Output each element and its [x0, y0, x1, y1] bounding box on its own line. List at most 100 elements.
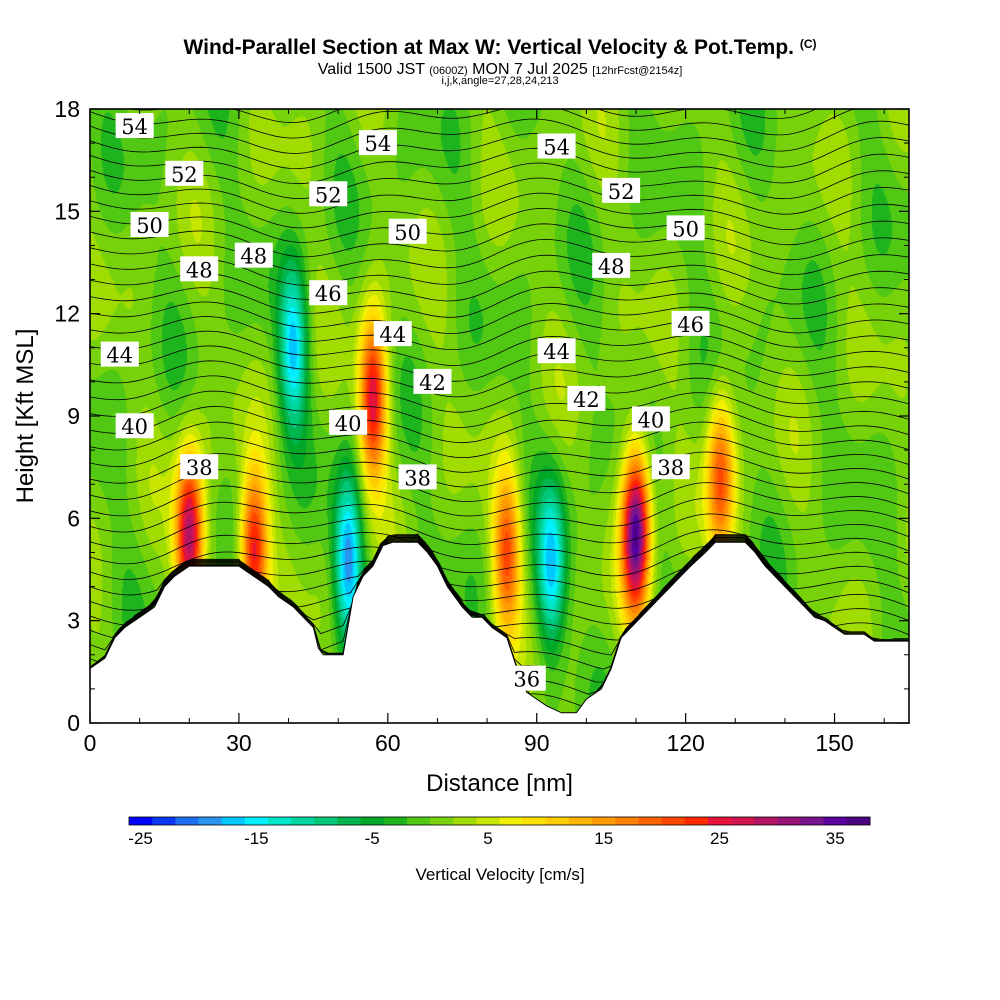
colorbar-swatch	[684, 817, 709, 825]
contour-label: 50	[394, 221, 421, 245]
x-tick-label: 150	[815, 730, 853, 756]
forecast-info: [12hrFcst@2154z]	[592, 65, 683, 77]
contour-label: 50	[136, 214, 163, 238]
colorbar-swatch	[846, 817, 871, 825]
theta-contour	[90, 534, 909, 580]
colorbar-tick-label: 15	[594, 829, 613, 848]
contour-label: 46	[677, 313, 704, 337]
theta-contour	[90, 405, 909, 444]
colorbar-swatch	[175, 817, 199, 825]
contour-label-box	[388, 218, 427, 244]
colorbar: -25 -15 -5 5 15 25 35 Vertical Velocity [cm/s]	[128, 816, 871, 884]
y-tick-label: 0	[67, 710, 80, 736]
contour-label-box	[100, 341, 139, 367]
y-tick-label: 6	[67, 505, 80, 531]
theta-contour	[90, 286, 909, 320]
contour-label-box	[309, 280, 348, 306]
y-tick-label: 15	[54, 198, 80, 224]
colorbar-swatch	[406, 817, 431, 825]
contour-label: 40	[335, 412, 362, 436]
contour-label-box	[373, 321, 412, 347]
theta-contour	[90, 330, 909, 367]
potential-temperature-contours	[90, 73, 909, 707]
theta-contour	[90, 451, 909, 488]
contour-label-box	[507, 665, 546, 691]
contour-label-box	[666, 215, 705, 241]
colorbar-swatch	[314, 817, 338, 825]
contour-label: 52	[171, 163, 198, 187]
contour-label-box	[180, 256, 219, 282]
theta-contour	[90, 73, 909, 107]
valid-time: Valid 1500 JST	[317, 61, 425, 78]
colorbar-tick-label: -15	[244, 829, 269, 848]
contour-label-box	[398, 464, 437, 490]
theta-contour	[90, 535, 909, 596]
colorbar-swatch	[383, 817, 408, 825]
x-tick-label: 0	[84, 730, 97, 756]
theta-contour	[90, 223, 909, 261]
colorbar-swatch	[129, 817, 153, 825]
theta-contour	[90, 497, 909, 533]
colorbar-swatch	[360, 817, 385, 825]
theta-contour	[90, 238, 909, 276]
colorbar-swatch	[221, 817, 246, 825]
colorbar-swatch	[522, 817, 547, 825]
contour-label: 46	[315, 282, 342, 306]
valid-time-line: Valid 1500 JST (0600Z) MON 7 Jul 2025 [1…	[0, 61, 1000, 79]
contour-label: 54	[543, 136, 570, 160]
colorbar-swatch	[152, 817, 176, 825]
contour-label: 36	[513, 668, 540, 692]
contour-label: 54	[121, 115, 148, 139]
contour-label-box	[592, 252, 631, 278]
colorbar-tick-label: 25	[710, 829, 729, 848]
theta-contour	[90, 345, 909, 382]
theta-contour	[90, 538, 909, 656]
contour-label-box	[234, 242, 273, 268]
grid-indices: i,j,k,angle=27,28,24,213	[441, 75, 559, 87]
contour-label-box	[602, 177, 641, 203]
terrain-mask	[90, 541, 909, 723]
contour-label-box	[671, 310, 710, 336]
valid-utc: (0600Z)	[429, 65, 468, 77]
colorbar-swatch	[499, 817, 524, 825]
theta-contour	[90, 529, 909, 565]
contour-label-box	[651, 454, 690, 480]
contour-label-box	[537, 133, 576, 159]
theta-contour	[90, 513, 909, 549]
colorbar-label: Vertical Velocity [cm/s]	[415, 865, 584, 884]
colorbar-swatch	[337, 817, 361, 825]
contour-label: 44	[106, 344, 133, 368]
colorbar-swatch	[800, 817, 825, 825]
x-tick-label: 120	[666, 730, 704, 756]
theta-contour	[90, 535, 909, 611]
x-tick-label: 90	[524, 730, 550, 756]
contour-label-box	[329, 409, 368, 435]
contour-label: 48	[598, 255, 625, 279]
y-tick-label: 9	[67, 403, 80, 429]
x-tick-label: 60	[375, 730, 401, 756]
theta-contour	[90, 147, 909, 185]
x-tick-label: 30	[226, 730, 252, 756]
colorbar-tick-label: -25	[128, 829, 153, 848]
colorbar-swatch	[267, 817, 292, 825]
theta-contour	[90, 177, 909, 215]
contour-label: 54	[365, 132, 392, 156]
colorbar-tick-label: 35	[826, 829, 845, 848]
colorbar-swatch	[430, 817, 454, 825]
theta-contour	[90, 254, 909, 290]
contour-label: 42	[573, 388, 600, 412]
contour-label: 44	[543, 340, 570, 364]
contour-label-box	[567, 385, 606, 411]
contour-label-box	[130, 211, 169, 237]
contour-label-box	[537, 338, 576, 364]
contour-label: 48	[240, 245, 267, 269]
colorbar-swatch	[545, 817, 570, 825]
theta-contour	[90, 270, 909, 305]
title-text: Wind-Parallel Section at Max W: Vertical…	[183, 36, 794, 59]
copyright-mark: (C)	[799, 37, 817, 51]
colorbar-swatch	[731, 817, 755, 825]
colorbar-swatch	[615, 817, 639, 825]
contour-label-box	[413, 368, 452, 394]
